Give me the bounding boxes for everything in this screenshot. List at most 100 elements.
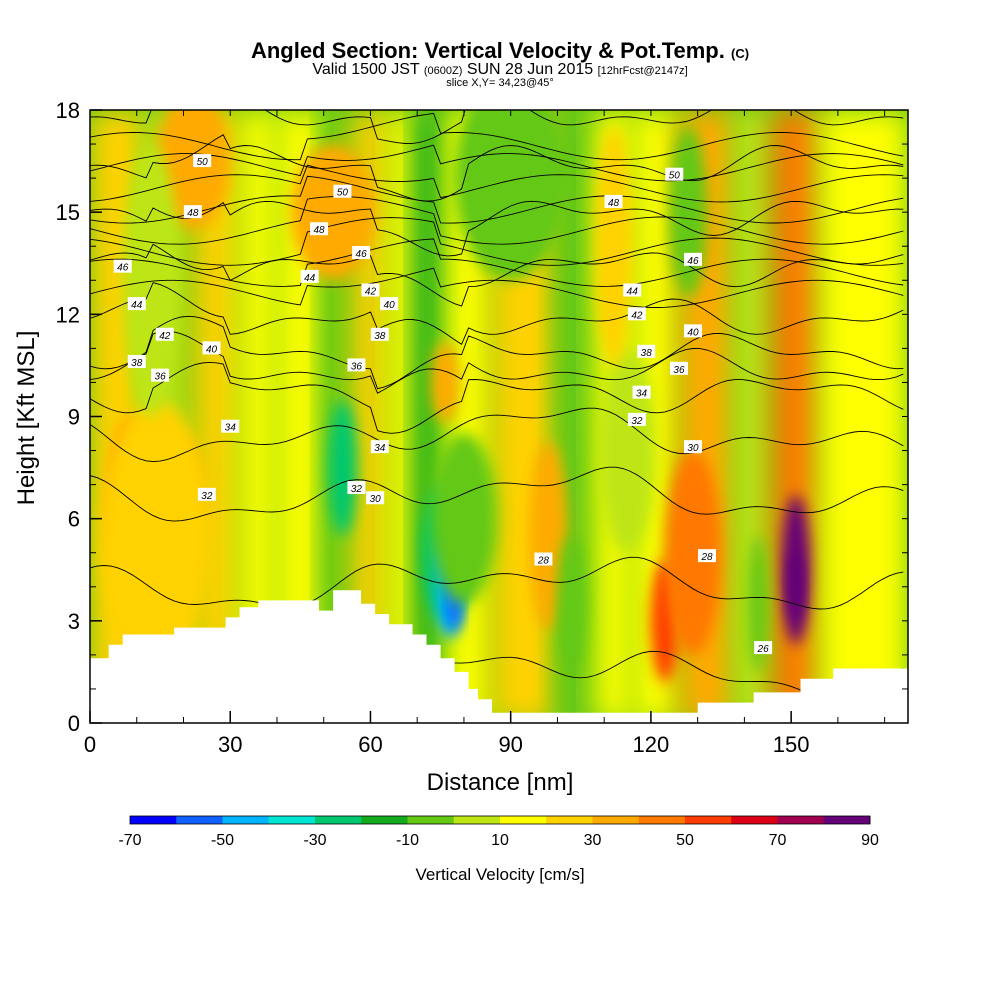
velocity-cell xyxy=(788,552,803,621)
isentrope-42 xyxy=(90,243,904,307)
isentrope-label: 34 xyxy=(221,419,240,434)
chart-title-text: Angled Section: Vertical Velocity & Pot.… xyxy=(250,38,725,63)
isentrope-upper xyxy=(90,267,904,308)
isentrope-30 xyxy=(90,466,904,522)
svg-text:46: 46 xyxy=(356,249,368,260)
isentrope-label: 32 xyxy=(347,481,366,495)
terrain xyxy=(90,590,908,723)
svg-text:46: 46 xyxy=(117,263,129,274)
svg-text:38: 38 xyxy=(374,331,386,342)
svg-text:32: 32 xyxy=(351,484,363,495)
isentrope-label: 40 xyxy=(202,341,221,355)
isentrope-label: 36 xyxy=(669,361,688,376)
svg-text:38: 38 xyxy=(131,358,143,369)
velocity-band xyxy=(819,110,908,723)
isentrope-50 xyxy=(90,27,903,85)
svg-text:48: 48 xyxy=(187,208,199,219)
colorbar-tick-label: -30 xyxy=(303,832,326,849)
isentrope-upper xyxy=(90,112,904,161)
isentrope-label: 32 xyxy=(627,412,646,427)
isentrope-label: 26 xyxy=(754,641,773,655)
x-tick-label: 150 xyxy=(773,732,810,757)
isentrope-label: 40 xyxy=(683,324,702,338)
colorbar-tick-label: 10 xyxy=(491,832,509,849)
colorbar-swatch xyxy=(176,816,223,824)
y-tick-label: 18 xyxy=(56,98,80,123)
colorbar-swatch xyxy=(407,816,455,824)
colorbar-swatch xyxy=(453,816,501,824)
isentrope-label: 50 xyxy=(665,167,684,182)
x-tick-label: 30 xyxy=(218,732,242,757)
colorbar-tick-label: 90 xyxy=(861,832,879,849)
valid-time: Valid 1500 JST xyxy=(312,61,420,78)
y-tick-label: 0 xyxy=(68,711,80,736)
svg-text:42: 42 xyxy=(159,331,171,342)
svg-text:40: 40 xyxy=(384,300,396,311)
colorbar-swatch xyxy=(731,816,778,824)
isentrope-label: 28 xyxy=(698,549,717,563)
isentrope-38 xyxy=(90,330,904,394)
y-tick-label: 15 xyxy=(56,200,80,225)
svg-text:40: 40 xyxy=(687,327,699,338)
svg-text:32: 32 xyxy=(631,416,643,427)
isentrope-label: 32 xyxy=(197,487,216,502)
x-axis-label: Distance [nm] xyxy=(427,769,574,796)
velocity-cell xyxy=(431,341,460,424)
y-tick-label: 3 xyxy=(68,609,80,634)
colorbar: -70 -50 -30 -10 10 30 50 70 90 xyxy=(118,815,879,849)
velocity-cell xyxy=(328,399,357,536)
isentrope-label: 44 xyxy=(127,297,146,311)
svg-text:36: 36 xyxy=(673,365,685,376)
colorbar-tick-label: -70 xyxy=(118,832,141,849)
svg-text:48: 48 xyxy=(608,198,620,209)
x-tick-label: 60 xyxy=(358,732,382,757)
svg-text:30: 30 xyxy=(370,494,382,505)
isentrope-34 xyxy=(90,361,904,434)
y-axis-label: Height [Kft MSL] xyxy=(13,331,40,506)
isentrope-46 xyxy=(90,134,904,202)
colorbar-swatch xyxy=(268,816,316,824)
theta-contours: 50 50 50 48 48 48 46 46 46 44 44 44 42 42 42 40 40 40 38 38… xyxy=(90,27,904,704)
chart-subtitle: Valid 1500 JST (0600Z) SUN 28 Jun 2015 [… xyxy=(0,61,1000,79)
isentrope-label: 46 xyxy=(113,259,132,274)
svg-text:40: 40 xyxy=(206,344,218,355)
x-tick-label: 120 xyxy=(633,732,670,757)
colorbar-swatch xyxy=(500,816,547,824)
velocity-cell xyxy=(664,450,722,655)
svg-text:50: 50 xyxy=(197,157,209,168)
isentrope-label: 46 xyxy=(352,246,371,260)
isentrope-label: 48 xyxy=(310,222,329,236)
colorbar-swatch xyxy=(130,816,177,824)
svg-text:38: 38 xyxy=(641,348,653,359)
isentrope-label: 48 xyxy=(183,205,202,219)
velocity-cell xyxy=(594,127,633,366)
isentrope-upper xyxy=(90,217,904,266)
colorbar-swatch xyxy=(685,816,732,824)
isentrope-32 xyxy=(90,407,904,463)
slice-info: slice X,Y= 34,23@45° xyxy=(446,77,554,89)
velocity-cell xyxy=(749,535,768,672)
velocity-cell xyxy=(599,348,656,553)
x-tick-label: 0 xyxy=(84,732,96,757)
isentrope-label: 42 xyxy=(627,307,646,321)
velocity-cell xyxy=(155,110,231,230)
y-tick-label: 12 xyxy=(56,302,80,327)
isentrope-28 xyxy=(90,556,904,610)
isentrope-label: 50 xyxy=(333,184,352,199)
velocity-bands xyxy=(90,110,908,723)
isentrope-label: 38 xyxy=(637,344,656,359)
colorbar-tick-label: 30 xyxy=(584,832,602,849)
isentrope-label: 50 xyxy=(193,154,212,168)
isentrope-upper xyxy=(90,164,904,203)
svg-text:28: 28 xyxy=(537,556,550,567)
svg-text:28: 28 xyxy=(700,552,713,563)
velocity-band xyxy=(389,110,418,723)
svg-text:36: 36 xyxy=(155,372,167,383)
colorbar-swatch xyxy=(638,816,686,824)
isentrope-label: 44 xyxy=(300,269,319,284)
isentrope-label: 48 xyxy=(604,194,623,209)
svg-text:44: 44 xyxy=(304,273,316,284)
velocity-cell xyxy=(557,535,586,672)
chart-title-unit: (C) xyxy=(731,46,750,61)
